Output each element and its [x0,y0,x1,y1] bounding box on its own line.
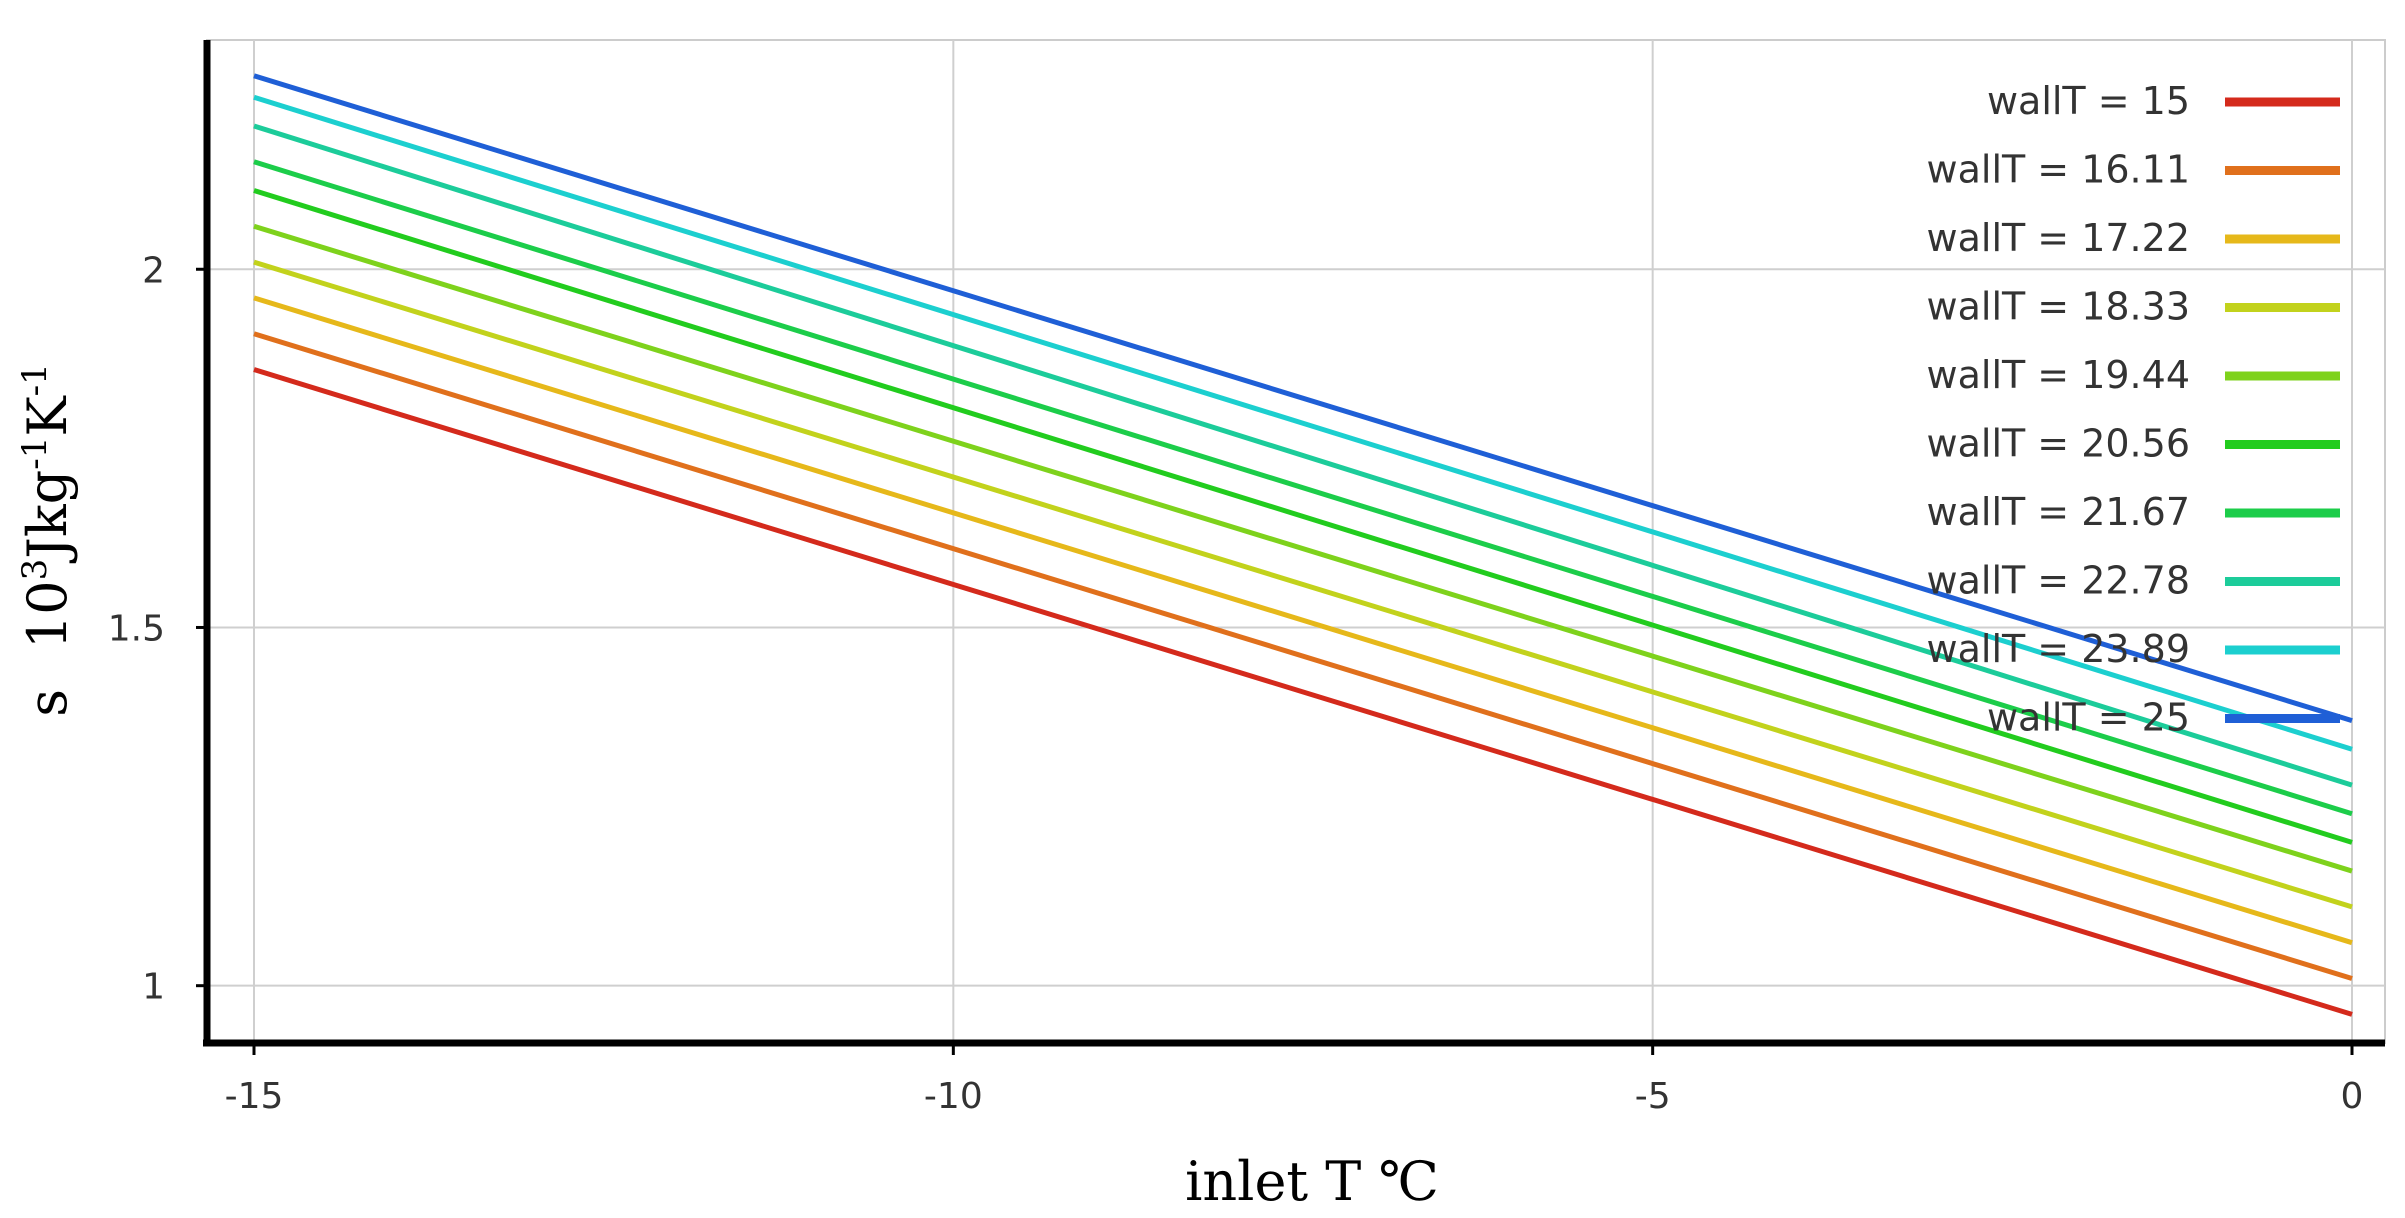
series-line [253,331,2353,981]
y-axis-unit-end: K [16,395,79,437]
legend-label: wallT = 22.78 [1927,559,2190,603]
legend-item: wallT = 18.33 [1927,285,2340,329]
series-line [253,259,2353,910]
x-axis-title: inlet T ℃ [1185,1150,1439,1213]
series-line [253,73,2353,723]
y-tick-label: 1 [142,967,165,1008]
y-axis-title: s103Jkg-1K-1 [15,363,79,717]
legend-label: wallT = 16.11 [1927,148,2190,192]
y-axis-unit-exp3: -1 [15,363,55,396]
legend-label: wallT = 21.67 [1927,490,2190,534]
legend-item: wallT = 22.78 [1927,559,2340,603]
legend-label: wallT = 20.56 [1927,422,2190,466]
legend-item: wallT = 17.22 [1927,216,2340,260]
series-line [253,123,2353,788]
legend-item: wallT = 20.56 [1927,422,2340,466]
x-tick-label: -15 [225,1076,284,1117]
y-tick-label: 1.5 [108,608,165,649]
legend-label: wallT = 18.33 [1927,285,2190,329]
axes [203,40,2385,1047]
x-tick-label: -10 [924,1076,983,1117]
legend-item: wallT = 15 [1987,79,2340,123]
legend-item: wallT = 16.11 [1927,148,2340,192]
series-line [253,188,2353,845]
legend-item: wallT = 23.89 [1927,627,2340,671]
y-axis-symbol: s [16,689,79,717]
series-lines [253,73,2353,1017]
legend-label: wallT = 23.89 [1927,627,2190,671]
series-line [253,223,2353,874]
legend-label: wallT = 25 [1987,696,2190,740]
x-tick-label: 0 [2341,1076,2364,1117]
legend-label: wallT = 19.44 [1927,353,2190,397]
legend-label: wallT = 15 [1987,79,2190,123]
y-axis-unit-exp2: -1 [15,437,55,470]
legend-item: wallT = 25 [1987,696,2340,740]
x-tick-label: -5 [1635,1076,1671,1117]
series-line [253,94,2353,752]
y-axis-unit-mid: Jkg [16,470,79,564]
series-line [253,367,2353,1017]
legend-item: wallT = 19.44 [1927,353,2340,397]
series-line [253,159,2353,817]
legend: wallT = 15 wallT = 16.11 wallT = 17.22 wall… [1927,79,2340,740]
tick-labels: -15 -10 -5 0 1 1.5 2 [108,250,2364,1117]
legend-label: wallT = 17.22 [1927,216,2190,260]
legend-item: wallT = 21.67 [1927,490,2340,534]
series-line [253,295,2353,946]
y-tick-label: 2 [142,250,165,291]
y-axis-unit-exp1: 3 [15,559,55,581]
y-axis-unit-base: 10 [16,580,79,649]
